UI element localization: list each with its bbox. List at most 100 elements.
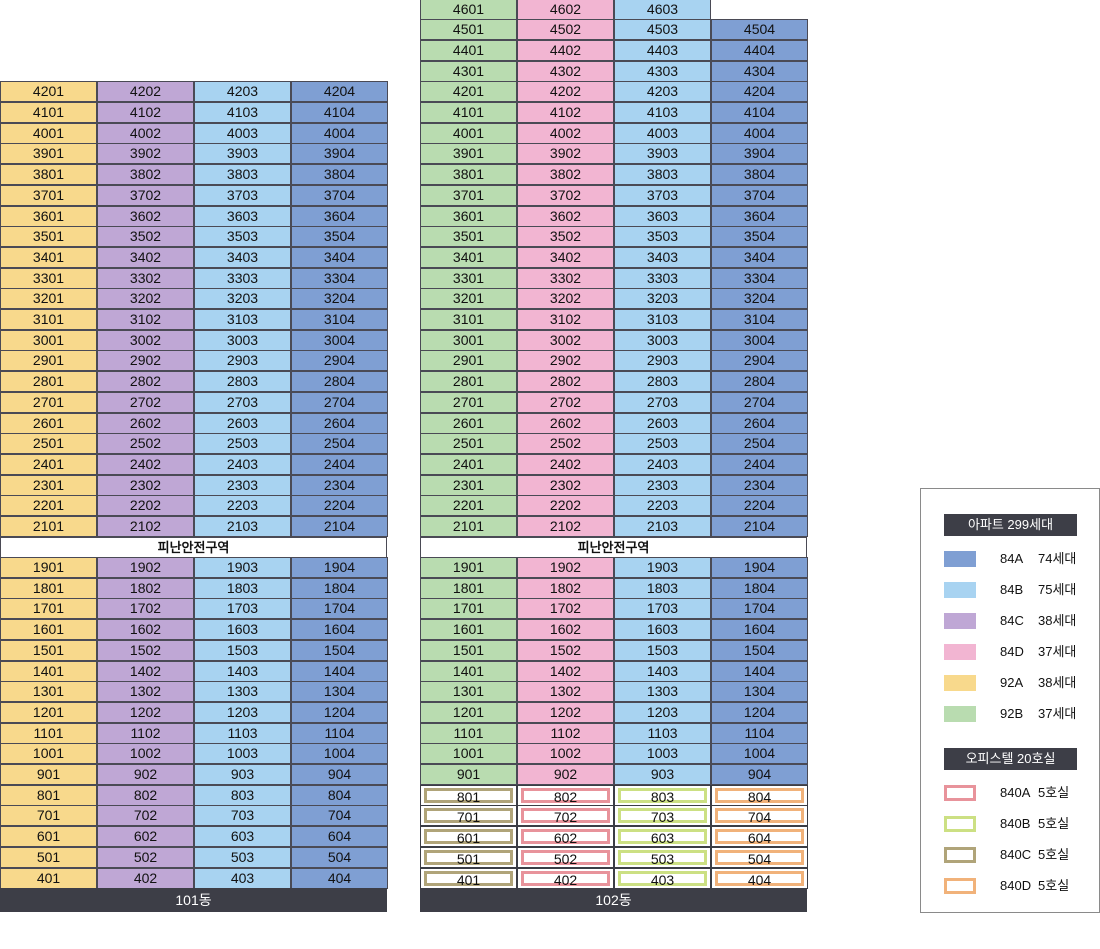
unit-cell: 2301 [420, 474, 517, 496]
unit-cell: 2102 [517, 516, 614, 537]
unit-cell: 2902 [517, 350, 614, 372]
refuge-zone-label: 피난안전구역 [0, 537, 387, 558]
unit-cell: 3201 [0, 288, 97, 310]
unit-cell: 3503 [194, 226, 291, 248]
legend-count: 74세대 [1038, 551, 1077, 566]
unit-cell: 4104 [711, 102, 808, 123]
unit-number: 601 [424, 829, 513, 845]
unit-cell: 501 [0, 846, 97, 868]
unit-cell: 1302 [517, 681, 614, 703]
legend: 아파트 299세대 84A 74세대 84B 75세대 84C 38세대 84D 37세대 92… [920, 488, 1100, 913]
unit-cell: 1902 [97, 557, 194, 578]
unit-cell: 3704 [711, 184, 808, 206]
unit-cell: 4203 [194, 81, 291, 103]
unit-cell: 2704 [291, 391, 388, 413]
unit-cell: 604 [291, 826, 388, 848]
unit-cell: 2203 [194, 495, 291, 517]
legend-count: 38세대 [1038, 613, 1077, 628]
unit-cell: 2101 [420, 516, 517, 537]
unit-cell: 2701 [0, 391, 97, 413]
unit-cell: 2603 [194, 412, 291, 434]
unit-cell: 4602 [517, 0, 614, 20]
unit-cell: 2703 [194, 391, 291, 413]
unit-cell: 4201 [0, 81, 97, 103]
unit-cell: 2202 [517, 495, 614, 517]
unit-cell: 3502 [97, 226, 194, 248]
unit-cell: 4103 [614, 102, 711, 123]
unit-cell: 3302 [517, 267, 614, 289]
unit-cell: 803 [614, 784, 711, 806]
unit-cell: 801 [420, 784, 517, 806]
unit-cell: 2201 [0, 495, 97, 517]
unit-cell: 4302 [517, 60, 614, 82]
unit-cell: 1503 [194, 639, 291, 661]
unit-cell: 3804 [291, 164, 388, 186]
unit-cell: 3902 [517, 143, 614, 165]
unit-cell: 3304 [291, 267, 388, 289]
unit-cell: 3604 [711, 205, 808, 227]
unit-cell: 1701 [0, 598, 97, 620]
legend-count: 37세대 [1038, 644, 1077, 659]
unit-cell: 1304 [291, 681, 388, 703]
unit-cell: 1701 [420, 598, 517, 620]
unit-number: 801 [424, 787, 513, 804]
unit-cell: 2904 [291, 350, 388, 372]
legend-code: 92A [1000, 675, 1024, 690]
unit-cell: 2401 [0, 453, 97, 475]
unit-cell: 4501 [420, 19, 517, 41]
unit-cell: 3001 [0, 329, 97, 351]
unit-cell: 1201 [420, 701, 517, 723]
unit-cell: 3801 [420, 164, 517, 186]
unit-cell: 4002 [517, 122, 614, 144]
unit-cell: 502 [97, 846, 194, 868]
unit-cell: 3304 [711, 267, 808, 289]
unit-number: 701 [424, 808, 513, 824]
unit-cell: 2501 [420, 433, 517, 455]
unit-cell: 4204 [291, 81, 388, 103]
legend-count: 38세대 [1038, 675, 1077, 690]
unit-number: 802 [521, 787, 610, 804]
unit-cell: 2803 [614, 371, 711, 393]
unit-cell: 4402 [517, 39, 614, 61]
unit-cell: 503 [614, 846, 711, 868]
unit-cell: 1202 [97, 701, 194, 723]
unit-cell: 3601 [0, 205, 97, 227]
legend-swatch [944, 613, 976, 629]
unit-cell: 804 [291, 784, 388, 806]
unit-cell: 3301 [420, 267, 517, 289]
legend-code: 840A [1000, 785, 1031, 800]
unit-cell: 1204 [291, 701, 388, 723]
unit-cell: 1201 [0, 701, 97, 723]
unit-cell: 4201 [420, 81, 517, 103]
legend-item: 92A 38세대 [944, 675, 1094, 691]
unit-cell: 2703 [614, 391, 711, 413]
unit-cell: 504 [291, 846, 388, 868]
unit-cell: 1504 [711, 639, 808, 661]
unit-cell: 2502 [517, 433, 614, 455]
unit-number: 704 [715, 808, 804, 824]
unit-cell: 4101 [0, 102, 97, 123]
unit-cell: 3102 [517, 309, 614, 330]
unit-cell: 3202 [97, 288, 194, 310]
unit-cell: 3803 [194, 164, 291, 186]
unit-cell: 3104 [711, 309, 808, 330]
unit-cell: 1903 [194, 557, 291, 578]
unit-cell: 3502 [517, 226, 614, 248]
unit-cell: 403 [194, 867, 291, 889]
unit-cell: 1503 [614, 639, 711, 661]
unit-cell: 2201 [420, 495, 517, 517]
unit-cell: 3101 [420, 309, 517, 330]
unit-cell: 402 [517, 867, 614, 889]
unit-cell: 2601 [420, 412, 517, 434]
unit-cell: 2404 [711, 453, 808, 475]
unit-cell: 1004 [711, 743, 808, 765]
unit-cell: 3404 [711, 246, 808, 268]
legend-code: 84B [1000, 582, 1024, 597]
unit-cell: 401 [420, 867, 517, 889]
unit-cell: 1901 [420, 557, 517, 578]
unit-cell: 1603 [194, 619, 291, 641]
unit-cell: 3703 [614, 184, 711, 206]
unit-cell: 1601 [0, 619, 97, 641]
unit-cell: 903 [614, 764, 711, 785]
unit-cell: 603 [194, 826, 291, 848]
